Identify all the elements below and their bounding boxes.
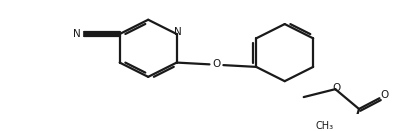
Text: O: O bbox=[212, 59, 221, 69]
Text: O: O bbox=[381, 90, 389, 100]
Text: O: O bbox=[332, 83, 341, 93]
Text: N: N bbox=[73, 29, 81, 39]
Text: CH₃: CH₃ bbox=[316, 121, 334, 131]
Text: N: N bbox=[174, 27, 181, 37]
